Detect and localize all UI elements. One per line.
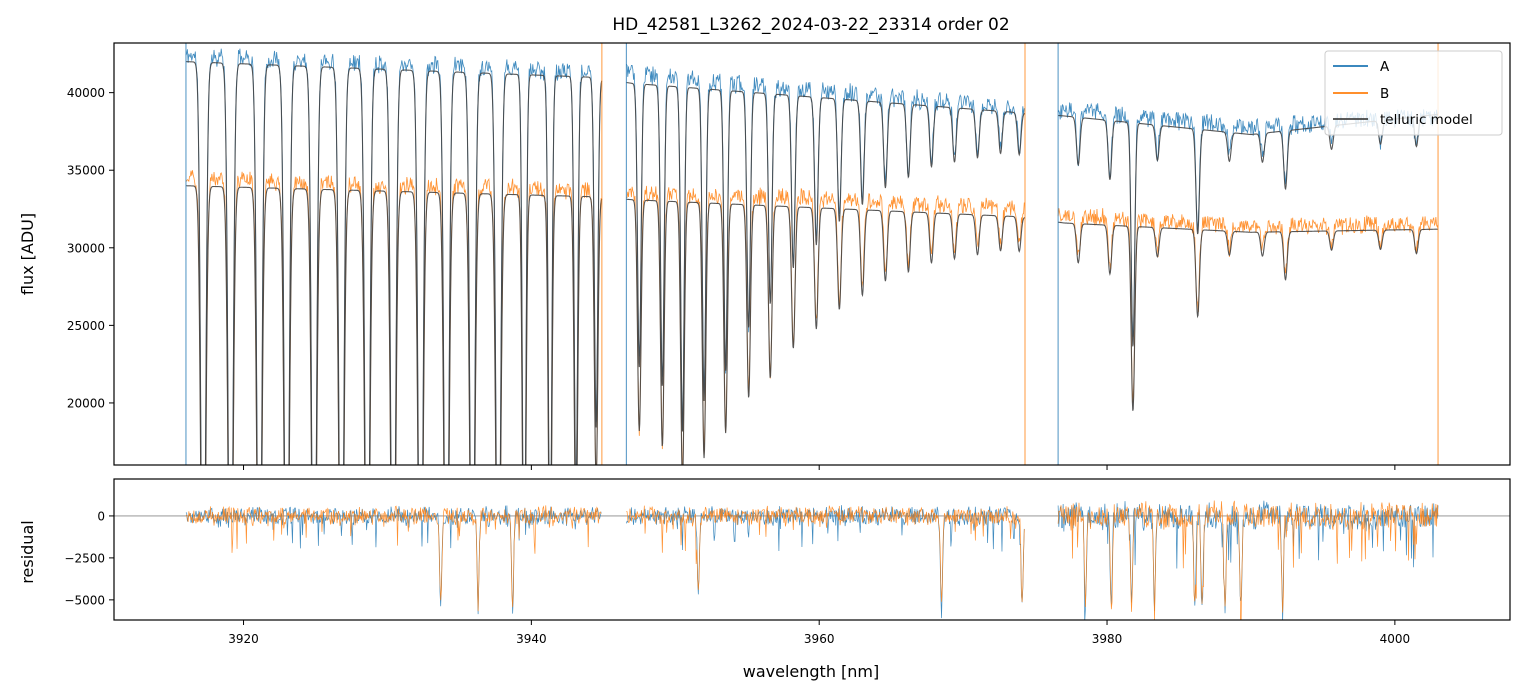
telluric-model-a-line [185,61,1439,465]
telluric-model-b-line [185,185,1439,465]
flux-y-tick-label: 40000 [67,86,105,100]
legend-label-a: A [1380,59,1390,75]
wavelength-x-tick-label: 3920 [228,632,259,646]
flux-y-tick-label: 25000 [67,319,105,333]
wavelength-axis-label: wavelength [nm] [743,662,880,681]
legend-box [1324,50,1503,136]
residual-a-line [185,500,1439,620]
residual-y-tick-label: 0 [97,509,105,523]
flux-panel-frame [113,42,1511,466]
flux-y-tick-label: 30000 [67,241,105,255]
flux-axis-label: flux [ADU] [18,213,37,295]
wavelength-x-tick-label: 3960 [804,632,835,646]
series-a-line [185,48,1439,465]
residual-panel: −5000 −2500 0 3920 3940 3960 3980 4000 residua… [18,478,1511,681]
legend-label-b: B [1380,86,1389,102]
residual-y-tick-label: −5000 [64,593,105,607]
flux-panel: 20000 25000 30000 35000 40000 flux [ADU] A B… [18,42,1511,470]
flux-y-tick-label: 20000 [67,396,105,410]
residual-y-tick-label: −2500 [64,551,105,565]
wavelength-x-tick-label: 4000 [1380,632,1411,646]
legend: A B telluric model [1324,50,1503,136]
residual-b-line [185,500,1439,620]
residual-axis-label: residual [18,520,37,583]
chart-title: HD_42581_L3262_2024-03-22_23314 order 02 [612,15,1009,35]
series-b-line [185,170,1439,465]
flux-y-tick-label: 35000 [67,164,105,178]
legend-label-telluric: telluric model [1380,112,1473,128]
wavelength-x-tick-label: 3980 [1092,632,1123,646]
residual-panel-frame [113,478,1511,621]
wavelength-x-tick-label: 3940 [516,632,547,646]
